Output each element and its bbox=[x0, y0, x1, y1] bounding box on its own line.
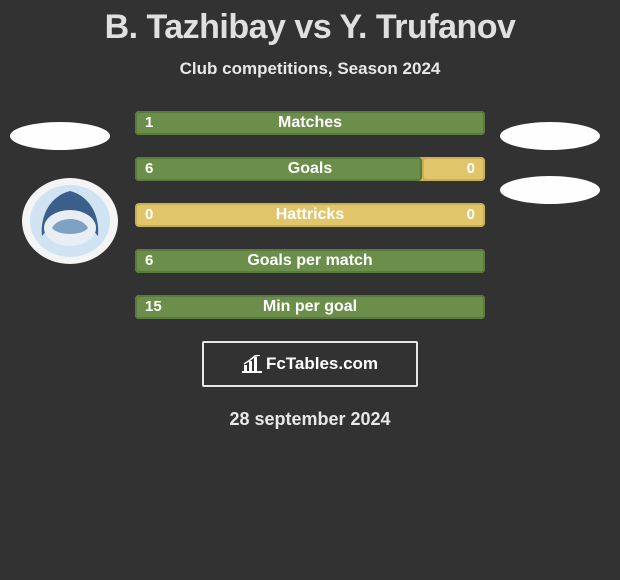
page-title: B. Tazhibay vs Y. Trufanov bbox=[0, 0, 620, 47]
ellipse-right-1 bbox=[500, 122, 600, 150]
row-label: Goals per match bbox=[135, 249, 485, 273]
date-label: 28 september 2024 bbox=[0, 409, 620, 430]
stat-row: 60Goals bbox=[135, 157, 485, 181]
chart-icon bbox=[242, 355, 262, 373]
row-label: Min per goal bbox=[135, 295, 485, 319]
row-label: Matches bbox=[135, 111, 485, 135]
subtitle: Club competitions, Season 2024 bbox=[0, 59, 620, 79]
stat-row: 15Min per goal bbox=[135, 295, 485, 319]
stat-row: 1Matches bbox=[135, 111, 485, 135]
ellipse-left-1 bbox=[10, 122, 110, 150]
team-badge-left bbox=[20, 176, 120, 266]
stat-row: 6Goals per match bbox=[135, 249, 485, 273]
row-label: Goals bbox=[135, 157, 485, 181]
brand-text: FcTables.com bbox=[266, 354, 378, 374]
brand-box[interactable]: FcTables.com bbox=[202, 341, 418, 387]
row-label: Hattricks bbox=[135, 203, 485, 227]
stat-row: 00Hattricks bbox=[135, 203, 485, 227]
content: B. Tazhibay vs Y. Trufanov Club competit… bbox=[0, 0, 620, 580]
ellipse-right-2 bbox=[500, 176, 600, 204]
